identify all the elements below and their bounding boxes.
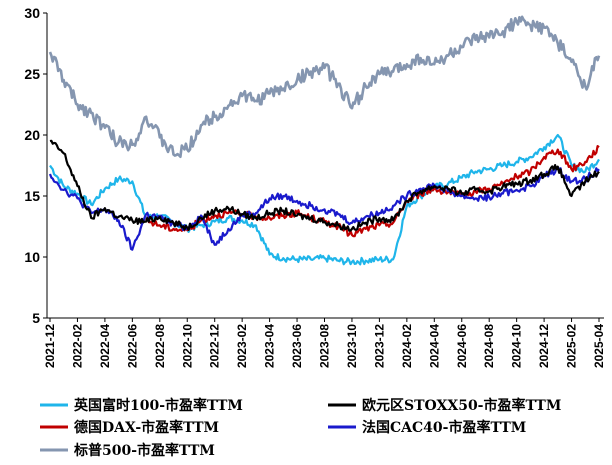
x-tick-label: 2023-10	[345, 324, 359, 368]
x-tick-labels: 2021-12 2022-02 2022-04 2022-06 2022-08 2022-…	[43, 324, 606, 368]
x-tick-label: 2024-10	[510, 324, 524, 368]
x-tick-label: 2024-12	[537, 324, 551, 368]
x-tick-label: 2022-12	[208, 324, 222, 368]
y-tick-label: 10	[24, 249, 40, 265]
x-tick-label: 2022-10	[180, 324, 194, 368]
x-tick-label: 2022-04	[98, 324, 112, 368]
y-tick-label: 30	[24, 5, 40, 21]
y-tick-label: 25	[24, 66, 40, 82]
x-tick-label: 2023-02	[235, 324, 249, 368]
legend-label-1: 欧元区STOXX50-市盈率TTM	[362, 397, 561, 414]
x-tick-label: 2024-02	[400, 324, 414, 368]
series-line-3	[48, 166, 600, 251]
x-tick-label: 2023-08	[318, 324, 332, 368]
y-tick-label: 5	[32, 310, 40, 326]
legend-label-0: 英国富时100-市盈率TTM	[73, 397, 243, 414]
x-tick-label: 2021-12	[43, 324, 57, 368]
legend-label-3: 法国CAC40-市盈率TTM	[362, 419, 526, 436]
x-tick-label: 2025-04	[592, 324, 606, 368]
x-tick-label: 2024-08	[482, 324, 496, 368]
series-line-1	[49, 139, 600, 232]
x-tick-label: 2022-06	[125, 324, 139, 368]
series-lines	[48, 15, 601, 266]
y-tick-label: 15	[24, 188, 40, 204]
x-tick-label: 2025-02	[565, 324, 579, 368]
x-tick-label: 2023-12	[372, 324, 386, 368]
x-tick-label: 2024-04	[427, 324, 441, 368]
series-line-4	[48, 15, 601, 159]
x-tick-label: 2023-04	[263, 324, 277, 368]
x-tick-label: 2024-06	[455, 324, 469, 368]
x-tick-label: 2022-08	[153, 324, 167, 368]
legend-label-2: 德国DAX-市盈率TTM	[74, 419, 219, 436]
x-tick-label: 2023-06	[290, 324, 304, 368]
series-line-2	[145, 145, 600, 238]
legend: 英国富时100-市盈率TTM 欧元区STOXX50-市盈率TTM 德国DAX-市盈率…	[40, 397, 561, 459]
x-tick-label: 2022-02	[70, 324, 84, 368]
y-tick-labels: 5 10 15 20 25 30	[24, 5, 40, 326]
axes	[43, 12, 604, 322]
series-line-0	[49, 133, 600, 266]
y-tick-label: 20	[24, 127, 40, 143]
legend-label-4: 标普500-市盈率TTM	[73, 442, 215, 459]
